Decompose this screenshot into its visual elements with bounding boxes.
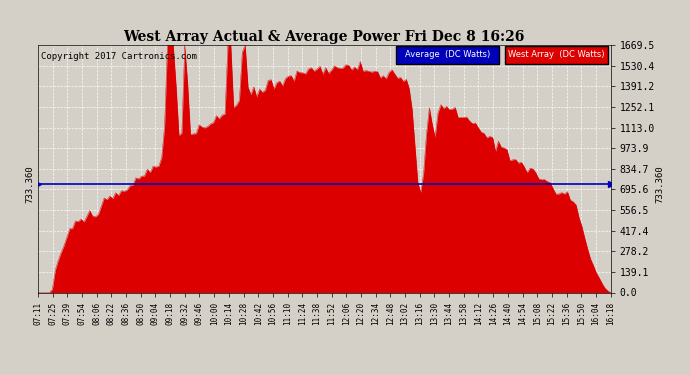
- Text: Average  (DC Watts): Average (DC Watts): [405, 50, 490, 59]
- Text: 733.360: 733.360: [656, 165, 664, 202]
- FancyBboxPatch shape: [504, 46, 608, 63]
- Title: West Array Actual & Average Power Fri Dec 8 16:26: West Array Actual & Average Power Fri De…: [124, 30, 525, 44]
- FancyBboxPatch shape: [396, 46, 499, 63]
- Text: 733.360: 733.360: [26, 165, 34, 202]
- Text: West Array  (DC Watts): West Array (DC Watts): [508, 50, 604, 59]
- Text: Copyright 2017 Cartronics.com: Copyright 2017 Cartronics.com: [41, 53, 197, 62]
